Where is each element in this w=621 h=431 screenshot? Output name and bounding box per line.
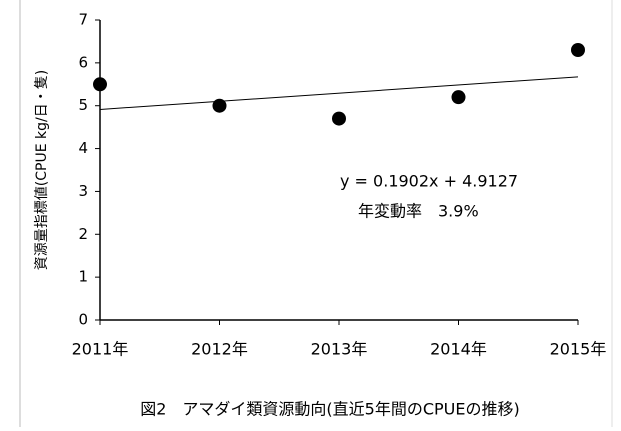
x-tick-label: 2012年 (191, 340, 248, 359)
y-tick-label: 5 (78, 96, 88, 114)
point (93, 77, 107, 92)
point (451, 90, 466, 105)
y-tick-label: 1 (78, 268, 88, 286)
trendline-equation: y = 0.1902x + 4.9127 (340, 172, 518, 191)
x-tick-label: 2015年 (550, 340, 607, 359)
y-tick-label: 3 (78, 182, 88, 200)
y-tick-label: 0 (78, 311, 88, 329)
point (571, 43, 585, 57)
annotation: 年変動率 3.9% (358, 202, 479, 221)
y-tick-label: 2 (78, 225, 88, 243)
x-tick-label: 2013年 (311, 340, 368, 359)
y-tick-label: 6 (78, 53, 88, 71)
chart-title: 図2 アマダイ類資源動向(直近5年間のCPUEの推移) (140, 400, 520, 419)
point (332, 111, 346, 126)
y-axis-label: 資源量指標値(CPUE kg/日・隻) (34, 70, 50, 270)
point (212, 98, 227, 113)
x-tick-label: 2014年 (430, 340, 487, 359)
y-tick-label: 7 (78, 11, 88, 29)
y-tick-label: 4 (78, 139, 88, 157)
x-tick-label: 2011年 (72, 340, 129, 359)
trendline (99, 76, 579, 110)
